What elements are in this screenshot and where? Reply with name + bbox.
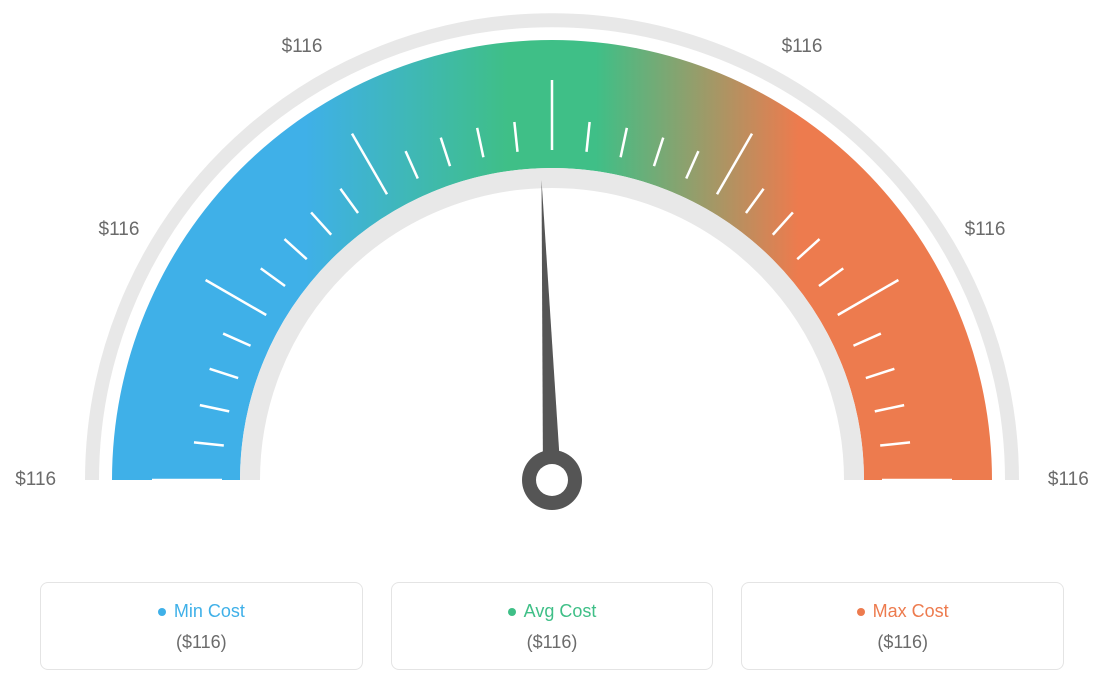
legend-value-min: ($116): [51, 632, 352, 653]
gauge-svg: [0, 0, 1104, 560]
gauge-tick-label: $116: [1048, 469, 1089, 491]
legend-row: Min Cost ($116) Avg Cost ($116) Max Cost…: [40, 582, 1064, 670]
legend-card-avg: Avg Cost ($116): [391, 582, 714, 670]
legend-label-avg: Avg Cost: [524, 601, 597, 622]
gauge-tick-label: $116: [15, 469, 56, 491]
legend-value-avg: ($116): [402, 632, 703, 653]
dot-avg: [508, 608, 516, 616]
gauge-tick-label: $116: [282, 36, 323, 58]
legend-top: Avg Cost: [402, 601, 703, 622]
gauge-chart: $116$116$116$116$116$116$116: [0, 0, 1104, 560]
legend-value-max: ($116): [752, 632, 1053, 653]
legend-label-min: Min Cost: [174, 601, 245, 622]
gauge-tick-label: $116: [965, 219, 1006, 241]
dot-max: [857, 608, 865, 616]
legend-top: Min Cost: [51, 601, 352, 622]
legend-label-max: Max Cost: [873, 601, 949, 622]
dot-min: [158, 608, 166, 616]
legend-top: Max Cost: [752, 601, 1053, 622]
legend-card-max: Max Cost ($116): [741, 582, 1064, 670]
gauge-tick-label: $116: [99, 219, 140, 241]
gauge-tick-label: $116: [782, 36, 823, 58]
legend-card-min: Min Cost ($116): [40, 582, 363, 670]
